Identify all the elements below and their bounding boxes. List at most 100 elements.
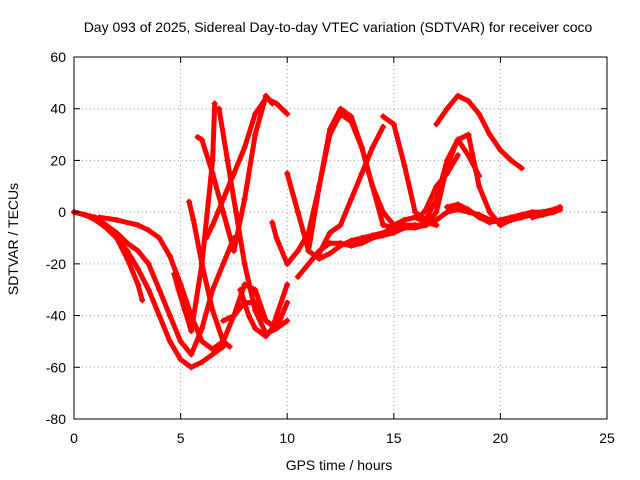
x-tick-label: 15 (386, 430, 402, 446)
data-point (348, 242, 355, 249)
data-point (401, 162, 408, 169)
data-point (444, 209, 451, 216)
data-point (102, 222, 109, 229)
data-point (326, 240, 333, 247)
data-point (497, 147, 504, 154)
data-point (166, 253, 173, 260)
data-point (177, 338, 184, 345)
data-point (209, 222, 216, 229)
data-point (198, 325, 205, 332)
data-point (337, 110, 344, 117)
data-point (284, 170, 291, 177)
data-point (412, 222, 419, 229)
data-point (433, 183, 440, 190)
data-point (224, 157, 231, 164)
data-point (190, 216, 197, 223)
data-point (454, 201, 461, 208)
data-point (230, 312, 237, 319)
data-point (175, 286, 182, 293)
data-point (433, 209, 440, 216)
data-point (209, 351, 216, 358)
data-point (166, 338, 173, 345)
data-point (273, 312, 280, 319)
data-point (145, 227, 152, 234)
series-arc-17 (380, 114, 482, 223)
data-point (444, 203, 451, 210)
data-point (209, 286, 216, 293)
data-point (273, 235, 280, 241)
data-point (134, 247, 141, 254)
data-point (433, 222, 440, 229)
data-point (444, 105, 451, 112)
data-point (284, 317, 291, 324)
data-point (390, 222, 397, 229)
data-point (139, 297, 146, 304)
x-tick-label: 25 (599, 430, 615, 446)
data-point (284, 281, 291, 288)
data-point (156, 286, 163, 293)
data-point (177, 356, 184, 363)
data-point (252, 299, 259, 306)
data-point (188, 364, 195, 371)
data-point (380, 123, 387, 130)
data-point (540, 211, 547, 218)
data-point (380, 232, 387, 239)
data-point (465, 209, 472, 216)
data-point (273, 100, 280, 107)
data-point (529, 214, 536, 221)
y-tick-label: -60 (46, 359, 66, 375)
data-point (186, 198, 193, 205)
data-point (390, 229, 397, 236)
data-point (262, 333, 269, 340)
data-point (380, 209, 387, 216)
data-point (209, 307, 216, 314)
data-point (124, 255, 131, 262)
data-point (198, 338, 205, 345)
data-point (337, 240, 344, 247)
data-point (305, 247, 312, 254)
data-point (211, 100, 218, 107)
data-point (198, 260, 205, 267)
data-point (145, 260, 152, 267)
data-point (156, 235, 163, 241)
data-point (557, 206, 564, 213)
data-point (194, 134, 201, 141)
series-arc-22 (529, 207, 563, 220)
y-tick-label: 60 (50, 49, 66, 65)
data-point (358, 240, 365, 247)
data-point (326, 250, 333, 257)
data-point (294, 273, 301, 280)
x-axis-label: GPS time / hours (286, 457, 393, 473)
data-point (348, 237, 355, 244)
data-point (348, 118, 355, 125)
data-point (416, 214, 423, 221)
data-point (284, 299, 291, 306)
data-point (401, 216, 408, 223)
data-point (252, 286, 259, 293)
data-point (237, 286, 244, 293)
x-tick-label: 5 (177, 430, 185, 446)
data-point (380, 222, 387, 229)
x-tick-label: 0 (70, 430, 78, 446)
data-point (508, 216, 515, 223)
data-point (134, 222, 141, 229)
data-point (518, 165, 525, 172)
data-point (262, 95, 269, 102)
series-arc-06 (186, 199, 233, 350)
data-point (476, 110, 483, 117)
data-point (156, 312, 163, 319)
data-point (486, 209, 493, 216)
data-point (181, 307, 188, 314)
y-tick-label: 0 (58, 204, 66, 220)
y-axis-label: SDTVAR / TECUs (5, 183, 21, 295)
data-point (454, 136, 461, 143)
data-point (369, 235, 376, 241)
x-tick-label: 20 (493, 430, 509, 446)
data-point (369, 144, 376, 151)
data-point (358, 235, 365, 241)
data-point (508, 157, 515, 164)
data-point (326, 229, 333, 236)
data-point (145, 286, 152, 293)
data-point (326, 131, 333, 138)
